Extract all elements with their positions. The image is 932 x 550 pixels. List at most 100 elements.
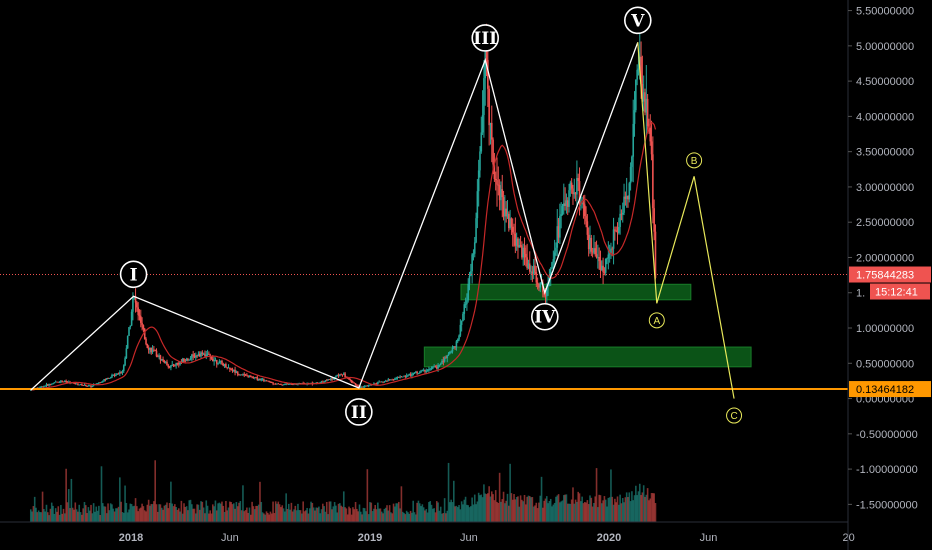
candle-body xyxy=(458,335,460,340)
volume-bar xyxy=(504,503,506,522)
volume-bar xyxy=(155,504,158,522)
volume-bar xyxy=(136,506,138,522)
volume-bar xyxy=(226,510,229,522)
candle-body xyxy=(204,353,206,357)
volume-bar xyxy=(143,510,146,522)
moving-average xyxy=(30,121,657,391)
candle-body xyxy=(261,379,264,380)
wave-label-ii: II xyxy=(345,398,373,426)
volume-bar xyxy=(587,504,590,522)
candle-body xyxy=(214,359,217,361)
volume-bar xyxy=(270,513,273,522)
volume-bar xyxy=(29,509,32,522)
volume-bar xyxy=(294,505,297,522)
volume-bars xyxy=(29,460,657,522)
volume-bar xyxy=(383,508,386,522)
candle-body xyxy=(500,189,502,201)
volume-bar xyxy=(81,514,83,522)
candle-body xyxy=(394,378,396,380)
volume-bar xyxy=(403,512,405,522)
volume-bar xyxy=(547,503,549,522)
candle-body xyxy=(163,360,166,363)
price-axis[interactable]: 5.50000000 5.00000000 4.50000000 4.00000000… xyxy=(847,0,918,550)
countdown-tag-text: 15:12:41 xyxy=(875,287,918,299)
volume-bar xyxy=(468,507,471,522)
volume-bar xyxy=(265,511,268,522)
candle-body xyxy=(434,366,437,368)
volume-bar xyxy=(196,504,198,522)
candle-body xyxy=(132,298,134,312)
price-tick-label: -0.50000000 xyxy=(856,429,918,441)
volume-bar xyxy=(320,509,323,522)
candle-body xyxy=(348,377,350,380)
volume-bar xyxy=(466,504,468,522)
volume-bar xyxy=(181,513,184,522)
volume-bar xyxy=(109,503,112,522)
candle-body xyxy=(586,221,589,235)
volume-bar xyxy=(239,501,242,522)
volume-bar xyxy=(130,504,133,522)
volume-bar xyxy=(115,508,117,522)
candle-body xyxy=(240,374,243,376)
volume-bar xyxy=(433,508,435,522)
candle-body xyxy=(322,381,324,383)
candle-body xyxy=(373,383,375,385)
candle-body xyxy=(183,358,185,361)
candle-body xyxy=(268,380,270,383)
volume-bar xyxy=(268,514,270,522)
volume-bar xyxy=(350,514,353,522)
candle-body xyxy=(483,78,485,115)
candle-body xyxy=(109,377,112,379)
volume-bar xyxy=(50,502,53,522)
candle-body xyxy=(615,230,617,232)
wave-label-iii: III xyxy=(471,24,500,52)
volume-bar xyxy=(500,501,502,522)
candle-body xyxy=(556,226,559,248)
candle-body xyxy=(454,346,456,348)
volume-bar xyxy=(41,491,44,522)
candle-body xyxy=(430,368,433,370)
volume-bar xyxy=(107,503,109,522)
candle-body xyxy=(166,361,168,366)
candle-body xyxy=(476,191,479,219)
candle-body xyxy=(578,180,581,204)
volume-bar xyxy=(167,508,170,522)
volume-bar xyxy=(43,508,45,522)
volume-bar xyxy=(88,510,91,522)
volume-bar xyxy=(151,504,154,522)
time-tick-label: 2019 xyxy=(358,532,382,544)
volume-bar xyxy=(352,507,354,522)
volume-bar xyxy=(576,501,578,522)
candle-body xyxy=(369,384,371,386)
candle-body xyxy=(611,248,614,250)
candle-body xyxy=(162,359,164,361)
candle-body xyxy=(229,367,231,369)
volume-bar xyxy=(111,504,113,522)
candle-body xyxy=(276,383,278,385)
volume-bar xyxy=(580,501,582,522)
volume-bar xyxy=(490,491,493,522)
candle-body xyxy=(549,268,552,278)
candle-body xyxy=(470,271,472,276)
volume-bar xyxy=(319,513,322,522)
candle-body xyxy=(606,258,608,260)
candle-body xyxy=(504,208,506,217)
volume-bar xyxy=(589,495,591,522)
volume-bar xyxy=(310,501,312,522)
volume-bar xyxy=(459,509,462,522)
wave-label-circle xyxy=(624,6,652,35)
volume-bar xyxy=(77,511,79,522)
volume-bar xyxy=(379,508,382,522)
volume-bar xyxy=(335,505,337,522)
volume-bar xyxy=(339,503,341,522)
candle-body xyxy=(594,248,597,255)
volume-bar xyxy=(428,502,430,522)
volume-bar xyxy=(99,515,101,522)
candle-body xyxy=(115,374,117,377)
candle-body xyxy=(589,237,591,250)
volume-bar xyxy=(386,505,388,522)
candle-body xyxy=(540,282,543,284)
candle-body xyxy=(475,218,477,243)
volume-bar xyxy=(525,504,527,522)
